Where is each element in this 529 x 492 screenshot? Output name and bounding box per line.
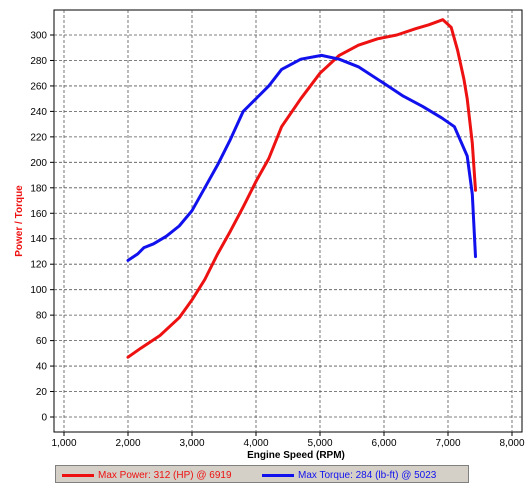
x-tick-label: 2,000 xyxy=(115,438,140,449)
y-tick-label: 280 xyxy=(30,56,47,67)
series-lines xyxy=(126,18,477,359)
y-tick-label: 160 xyxy=(30,209,47,220)
y-tick-label: 180 xyxy=(30,183,47,194)
axis-ticks: 1,000 2,000 3,000 4,000 5,000 6,000 7,000 8,000… xyxy=(30,31,525,450)
x-axis-label: Engine Speed (RPM) xyxy=(247,450,345,461)
plot-area xyxy=(53,9,523,433)
y-tick-label: 120 xyxy=(30,260,47,271)
y-tick-label: 200 xyxy=(30,158,47,169)
y-axis-label: Power / Torque xyxy=(14,185,25,257)
legend: Max Power: 312 (HP) @ 6919 Max Torque: 2… xyxy=(55,465,469,483)
y-tick-label: 80 xyxy=(36,311,48,322)
x-tick-label: 4,000 xyxy=(243,438,268,449)
y-tick-label: 0 xyxy=(41,413,47,424)
x-tick-label: 6,000 xyxy=(371,438,396,449)
legend-swatch-power xyxy=(62,473,94,477)
legend-entry-power: Max Power: 312 (HP) @ 6919 xyxy=(62,468,232,482)
y-tick-label: 220 xyxy=(30,132,47,143)
legend-label-torque: Max Torque: 284 (lb-ft) @ 5023 xyxy=(298,469,437,481)
x-tick-label: 1,000 xyxy=(51,438,76,449)
torque-curve xyxy=(126,53,477,262)
legend-label-power: Max Power: 312 (HP) @ 6919 xyxy=(98,469,232,481)
legend-swatch-torque xyxy=(262,473,294,477)
y-tick-label: 260 xyxy=(30,81,47,92)
y-tick-label: 20 xyxy=(36,387,48,398)
x-tick-label: 8,000 xyxy=(499,438,524,449)
x-tick-label: 5,000 xyxy=(307,438,332,449)
y-tick-label: 60 xyxy=(36,336,48,347)
y-tick-label: 40 xyxy=(36,362,48,373)
power-curve xyxy=(126,18,477,359)
y-tick-label: 240 xyxy=(30,107,47,118)
y-tick-label: 300 xyxy=(30,31,47,42)
grid xyxy=(54,10,522,432)
legend-entry-torque: Max Torque: 284 (lb-ft) @ 5023 xyxy=(262,468,436,482)
x-tick-label: 7,000 xyxy=(435,438,460,449)
y-tick-label: 100 xyxy=(30,285,47,296)
x-tick-label: 3,000 xyxy=(179,438,204,449)
y-tick-label: 140 xyxy=(30,234,47,245)
